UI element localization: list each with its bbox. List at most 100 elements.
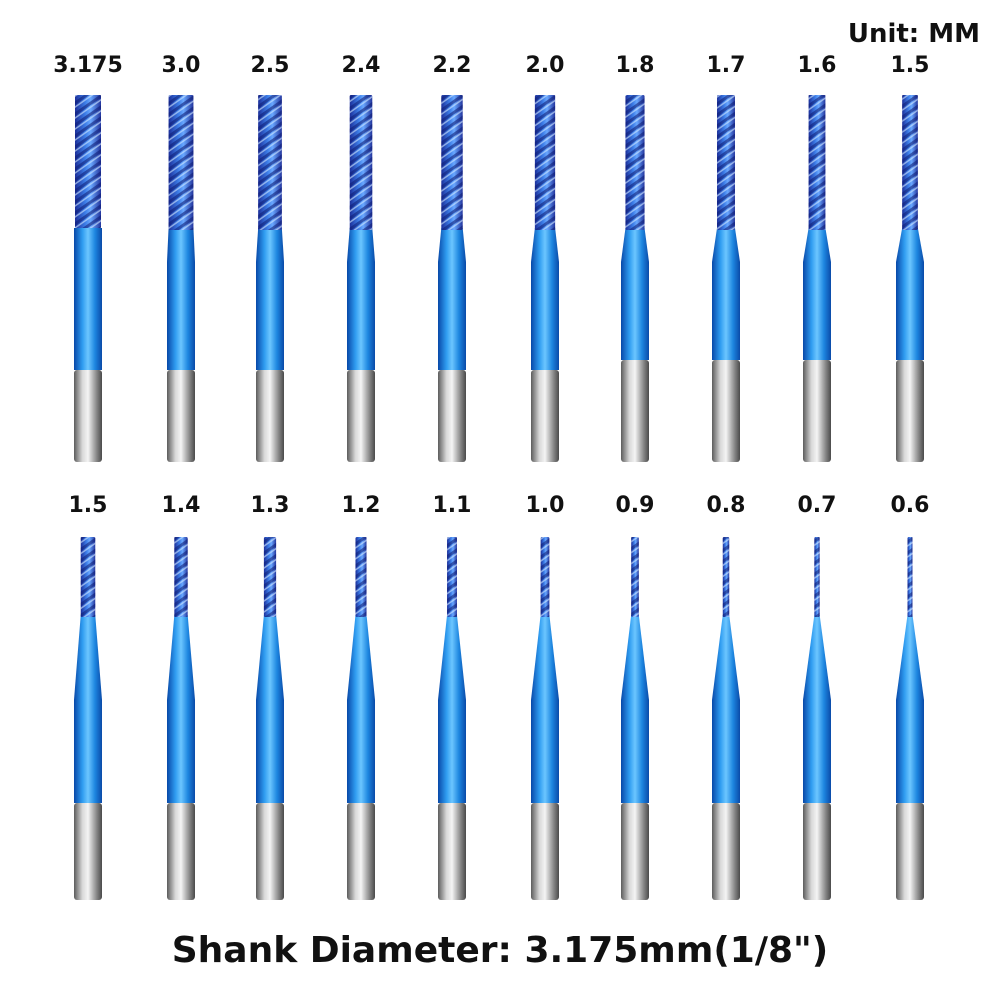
size-label: 0.7 bbox=[798, 493, 837, 518]
size-label: 1.6 bbox=[798, 53, 837, 78]
shank-blue bbox=[74, 228, 102, 370]
size-label: 1.8 bbox=[616, 53, 655, 78]
flute-teeth bbox=[814, 537, 820, 617]
taper bbox=[531, 228, 559, 262]
router-bit bbox=[256, 537, 284, 900]
size-label: 2.0 bbox=[526, 53, 565, 78]
shank-blue bbox=[347, 700, 375, 803]
shank-silver bbox=[347, 370, 375, 462]
shank-blue bbox=[74, 700, 102, 803]
flute-teeth bbox=[168, 95, 194, 230]
taper bbox=[896, 228, 924, 262]
size-label: 2.5 bbox=[251, 53, 290, 78]
size-label: 0.6 bbox=[891, 493, 930, 518]
router-bit bbox=[896, 537, 924, 900]
size-label: 2.2 bbox=[433, 53, 472, 78]
shank-silver bbox=[438, 370, 466, 462]
size-label: 1.5 bbox=[69, 493, 108, 518]
flute-teeth bbox=[263, 537, 277, 617]
size-label: 1.1 bbox=[433, 493, 472, 518]
shank-blue bbox=[896, 262, 924, 360]
flute-teeth bbox=[534, 95, 556, 230]
taper bbox=[621, 615, 649, 700]
flute-teeth bbox=[631, 537, 639, 617]
router-bit bbox=[347, 537, 375, 900]
size-label: 1.2 bbox=[342, 493, 381, 518]
taper bbox=[803, 228, 831, 262]
size-label: 3.0 bbox=[162, 53, 201, 78]
taper bbox=[803, 615, 831, 700]
size-label: 1.5 bbox=[891, 53, 930, 78]
size-label: 1.4 bbox=[162, 493, 201, 518]
shank-blue bbox=[167, 700, 195, 803]
shank-silver bbox=[712, 803, 740, 900]
router-bit bbox=[74, 95, 102, 462]
shank-blue bbox=[712, 262, 740, 360]
shank-silver bbox=[531, 803, 559, 900]
shank-silver bbox=[256, 370, 284, 462]
size-label: 0.9 bbox=[616, 493, 655, 518]
flute-teeth bbox=[625, 95, 645, 230]
footer-caption: Shank Diameter: 3.175mm(1/8") bbox=[172, 930, 829, 971]
flute-teeth bbox=[722, 537, 730, 617]
flute-teeth bbox=[174, 537, 188, 617]
taper bbox=[621, 228, 649, 262]
router-bit bbox=[74, 537, 102, 900]
router-bit bbox=[167, 95, 195, 462]
shank-silver bbox=[438, 803, 466, 900]
taper bbox=[347, 228, 375, 262]
flute-teeth bbox=[717, 95, 735, 230]
flute-teeth bbox=[447, 537, 457, 617]
taper bbox=[167, 615, 195, 700]
taper bbox=[74, 615, 102, 700]
shank-silver bbox=[803, 360, 831, 462]
flute-teeth bbox=[907, 537, 913, 617]
flute-teeth bbox=[540, 537, 550, 617]
router-bit bbox=[531, 537, 559, 900]
taper bbox=[438, 615, 466, 700]
shank-blue bbox=[712, 700, 740, 803]
shank-blue bbox=[803, 262, 831, 360]
shank-silver bbox=[803, 803, 831, 900]
flute-teeth bbox=[75, 95, 101, 228]
taper bbox=[896, 615, 924, 700]
shank-blue bbox=[621, 262, 649, 360]
taper bbox=[167, 228, 195, 262]
router-bit bbox=[803, 95, 831, 462]
shank-silver bbox=[167, 803, 195, 900]
shank-silver bbox=[896, 803, 924, 900]
shank-silver bbox=[531, 370, 559, 462]
shank-silver bbox=[621, 803, 649, 900]
size-label: 1.7 bbox=[707, 53, 746, 78]
shank-blue bbox=[438, 262, 466, 370]
flute-teeth bbox=[80, 537, 96, 617]
shank-silver bbox=[347, 803, 375, 900]
taper bbox=[712, 615, 740, 700]
size-label: 1.0 bbox=[526, 493, 565, 518]
shank-blue bbox=[531, 700, 559, 803]
router-bit bbox=[803, 537, 831, 900]
shank-blue bbox=[803, 700, 831, 803]
router-bit bbox=[256, 95, 284, 462]
flute-teeth bbox=[902, 95, 918, 230]
taper bbox=[256, 228, 284, 262]
flute-teeth bbox=[441, 95, 463, 230]
shank-blue bbox=[167, 262, 195, 370]
router-bit bbox=[167, 537, 195, 900]
shank-silver bbox=[256, 803, 284, 900]
size-label: 1.3 bbox=[251, 493, 290, 518]
router-bit bbox=[347, 95, 375, 462]
router-bit bbox=[712, 537, 740, 900]
shank-blue bbox=[621, 700, 649, 803]
shank-silver bbox=[74, 803, 102, 900]
router-bit bbox=[438, 95, 466, 462]
shank-silver bbox=[896, 360, 924, 462]
size-label: 3.175 bbox=[53, 53, 123, 78]
shank-blue bbox=[256, 262, 284, 370]
flute-teeth bbox=[258, 95, 282, 230]
router-bit bbox=[531, 95, 559, 462]
flute-teeth bbox=[808, 95, 826, 230]
size-label: 2.4 bbox=[342, 53, 381, 78]
flute-teeth bbox=[349, 95, 373, 230]
